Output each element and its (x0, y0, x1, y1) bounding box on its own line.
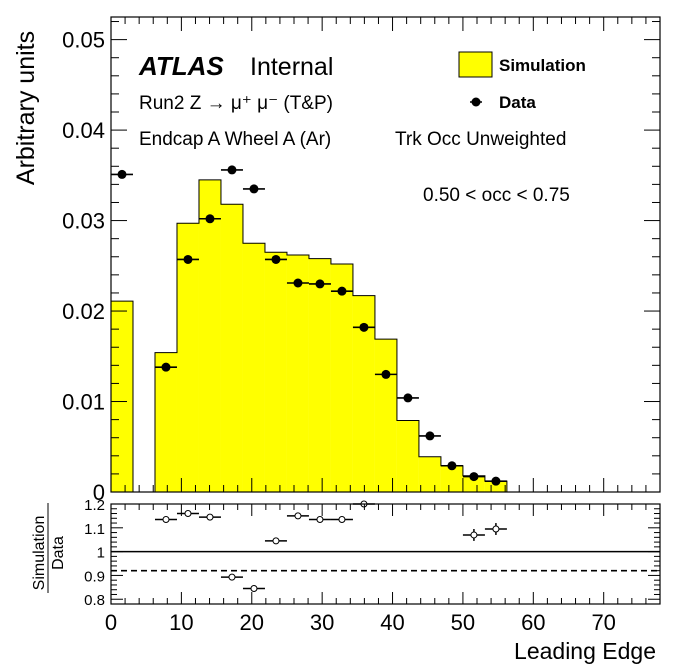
ratio-y-tick-label: 1.1 (84, 521, 105, 538)
ratio-y-tick-label: 1.2 (84, 497, 105, 514)
data-point (205, 214, 215, 224)
legend: Simulation Data (458, 51, 586, 112)
x-axis-label: Leading Edge (514, 638, 656, 664)
simulation-bar (111, 301, 133, 492)
ratio-point (228, 573, 236, 581)
data-point (491, 476, 501, 486)
ratio-panel: 0.8 0.9 1 1.1 1.2 0 10 20 30 40 50 60 70 (84, 497, 661, 635)
annotation-region: Endcap A Wheel A (Ar) (139, 129, 331, 150)
ratio-point (316, 515, 324, 523)
x-tick-label: 50 (451, 610, 475, 635)
data-point (161, 362, 171, 372)
simulation-bar (286, 254, 309, 492)
x-tick-label: 40 (380, 610, 404, 635)
annotation-weighting: Trk Occ Unweighted (395, 129, 566, 150)
y-tick-label: 0 (93, 480, 105, 505)
ratio-point (338, 515, 346, 523)
ratio-point (162, 515, 170, 523)
x-tick-label: 20 (240, 610, 264, 635)
data-point (271, 254, 281, 264)
data-point (227, 165, 237, 175)
annotation-run: Run2 Z → μ⁺ μ⁻ (T&P) (139, 93, 333, 114)
data-point (293, 278, 303, 288)
simulation-outline (110, 179, 508, 493)
data-point (183, 254, 193, 264)
main-plot-frame (110, 16, 661, 493)
ratio-y-tick-label: 0.9 (84, 568, 105, 585)
simulation-bar (440, 465, 463, 492)
atlas-label: ATLAS (138, 51, 224, 81)
simulation-bar (176, 223, 199, 493)
simulation-bar (374, 339, 397, 492)
simulation-bar (352, 295, 375, 492)
legend-simulation-swatch (458, 51, 493, 78)
simulation-bar (330, 264, 353, 492)
data-point (425, 431, 435, 441)
ratio-y-label-numerator: Simulation (31, 516, 48, 591)
y-tick-label: 0.04 (62, 118, 105, 143)
simulation-bar (484, 481, 507, 492)
x-tick-label: 30 (310, 610, 334, 635)
data-point (117, 169, 127, 179)
ratio-plot-background (111, 504, 660, 604)
simulation-bar (396, 420, 419, 492)
data-point (469, 472, 479, 482)
ratio-y-tick-label: 0.8 (84, 592, 105, 609)
x-tick-label: 70 (591, 610, 615, 635)
main-panel: 0 0.01 0.02 0.03 0.04 0.05 (62, 16, 661, 505)
simulation-bar (462, 475, 485, 492)
x-tick-label: 60 (521, 610, 545, 635)
ratio-plot-frame (110, 503, 661, 605)
ratio-point (492, 525, 500, 533)
ratio-point (250, 585, 258, 593)
data-point (381, 369, 391, 379)
ratio-point (272, 537, 280, 545)
ratio-y-tick-label: 1 (97, 545, 105, 562)
y-axis-label: Arbitrary units (12, 31, 40, 185)
ratio-point (294, 512, 302, 520)
annotation-occupancy: 0.50 < occ < 0.75 (423, 185, 570, 206)
x-tick-label: 10 (169, 610, 193, 635)
internal-label: Internal (250, 53, 333, 81)
simulation-bar (198, 179, 221, 492)
y-tick-label: 0.01 (62, 390, 105, 415)
legend-data-marker (471, 97, 481, 107)
data-point (359, 322, 369, 332)
data-point (447, 461, 457, 471)
ratio-y-label-denominator: Data (50, 536, 67, 570)
ratio-point (470, 531, 478, 539)
simulation-bar (242, 243, 265, 492)
simulation-bar (418, 456, 441, 492)
ratio-point (206, 513, 214, 521)
data-point (315, 279, 325, 289)
legend-data-label: Data (499, 93, 536, 112)
ratio-point (184, 510, 192, 518)
y-tick-label: 0.05 (62, 28, 105, 53)
data-point (337, 286, 347, 296)
data-point (249, 184, 259, 194)
simulation-bar (264, 252, 287, 492)
legend-simulation-label: Simulation (499, 56, 586, 75)
simulation-bar (308, 258, 331, 492)
simulation-bar (154, 352, 177, 492)
y-tick-label: 0.02 (62, 299, 105, 324)
x-tick-label: 0 (105, 610, 117, 635)
simulation-bar (220, 204, 243, 493)
data-point (403, 393, 413, 403)
y-tick-label: 0.03 (62, 209, 105, 234)
